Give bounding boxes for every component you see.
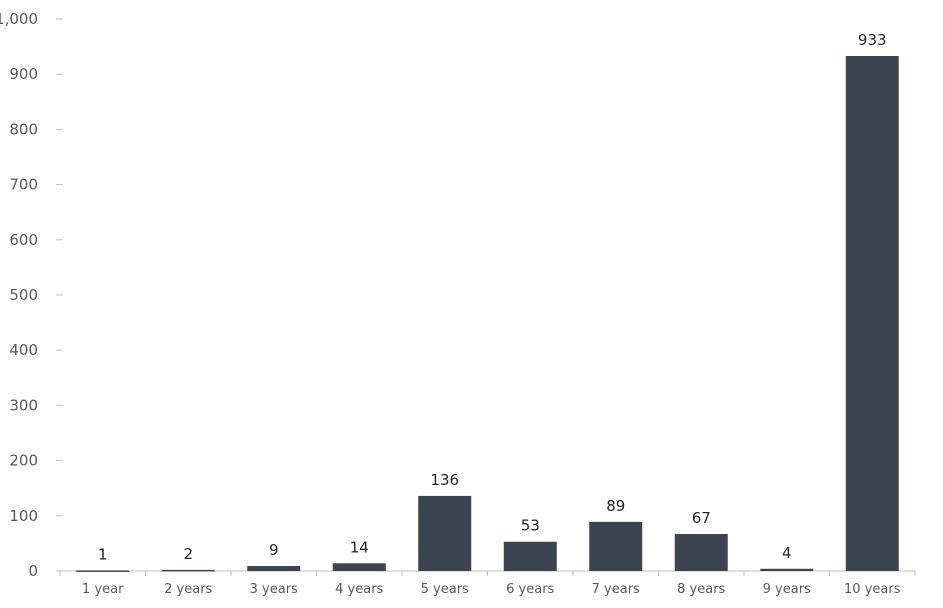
x-tick-label: 4 years: [335, 582, 383, 597]
y-tick-label: 1,000: [0, 10, 38, 28]
data-label: 14: [350, 538, 369, 556]
x-tick-label: 10 years: [844, 582, 901, 597]
x-tick-label: 8 years: [677, 582, 725, 597]
data-label: 136: [430, 471, 459, 489]
y-tick-label: 0: [28, 562, 38, 580]
y-tick-label: 100: [9, 507, 38, 525]
data-label: 89: [606, 497, 625, 515]
data-label: 53: [521, 517, 540, 535]
x-tick-label: 2 years: [164, 582, 212, 597]
bar: [161, 569, 215, 572]
y-tick-label: 300: [9, 396, 38, 414]
bar: [845, 55, 899, 571]
bar: [589, 521, 643, 571]
y-tick-label: 200: [9, 452, 38, 470]
x-tick-label: 7 years: [592, 582, 640, 597]
y-tick-label: 700: [9, 176, 38, 194]
bar: [503, 541, 557, 571]
y-tick-label: 800: [9, 120, 38, 138]
x-tick-label: 5 years: [421, 582, 469, 597]
data-label: 2: [183, 545, 193, 563]
data-label: 933: [858, 31, 887, 49]
x-tick-label: 1 year: [82, 582, 124, 597]
bar: [332, 563, 386, 571]
y-tick-label: 900: [9, 65, 38, 83]
bar: [418, 495, 472, 571]
bar: [760, 568, 814, 571]
bar: [76, 570, 130, 572]
x-tick-label: 9 years: [763, 582, 811, 597]
y-tick-label: 600: [9, 231, 38, 249]
data-label: 1: [98, 545, 108, 563]
y-tick-label: 400: [9, 341, 38, 359]
bar: [247, 566, 301, 571]
data-label: 67: [692, 509, 711, 527]
x-tick-label: 6 years: [506, 582, 554, 597]
data-label: 9: [269, 541, 279, 559]
bar: [674, 534, 728, 571]
y-tick-label: 500: [9, 286, 38, 304]
x-tick-label: 3 years: [250, 582, 298, 597]
data-label: 4: [782, 544, 792, 562]
